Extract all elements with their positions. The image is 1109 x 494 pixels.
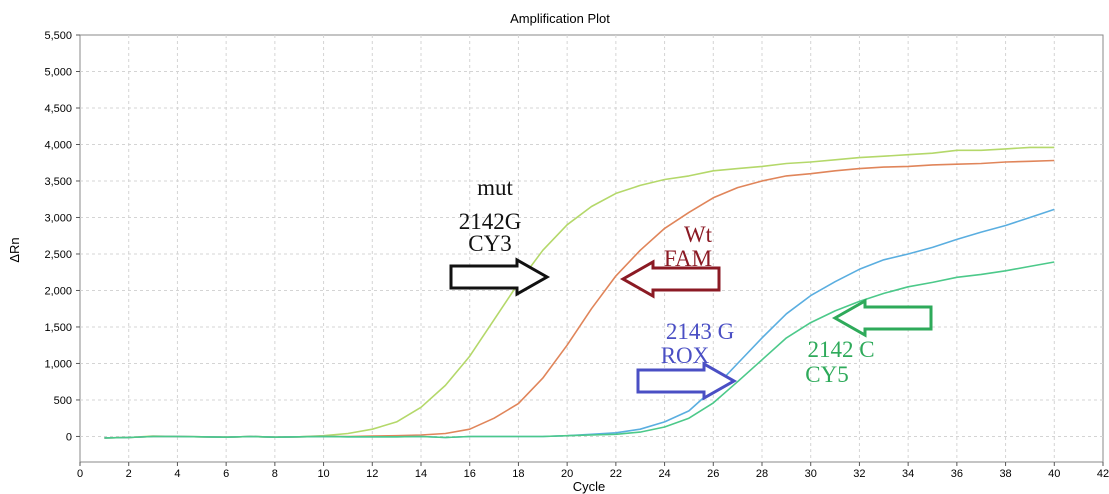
x-tick-label: 10: [317, 468, 329, 480]
annotation-arrow-icon: [636, 361, 738, 401]
x-tick-label: 16: [464, 468, 476, 480]
x-tick-label: 38: [999, 468, 1011, 480]
annotation-label: 2142G: [459, 209, 522, 234]
annotation-label: Wt: [684, 222, 713, 247]
chart-title: Amplification Plot: [510, 11, 610, 26]
x-axis-label: Cycle: [573, 479, 606, 494]
x-tick-label: 30: [805, 468, 817, 480]
y-tick-label: 3,000: [44, 212, 72, 224]
x-tick-label: 32: [853, 468, 865, 480]
annotation-label: 2143 G: [666, 319, 734, 344]
y-tick-label: 5,500: [44, 30, 72, 42]
x-tick-label: 24: [658, 468, 670, 480]
y-tick-label: 500: [54, 395, 72, 407]
y-tick-label: 4,000: [44, 139, 72, 151]
annotation-label: 2142 C: [807, 337, 874, 362]
x-tick-label: 22: [610, 468, 622, 480]
x-tick-label: 34: [902, 468, 914, 480]
annotation-arrow-icon: [831, 298, 933, 338]
x-tick-label: 8: [272, 468, 278, 480]
x-tick-label: 26: [707, 468, 719, 480]
x-tick-label: 40: [1048, 468, 1060, 480]
annotation-label: CY5: [805, 362, 848, 387]
x-tick-label: 0: [77, 468, 83, 480]
x-tick-label: 20: [561, 468, 573, 480]
x-tick-label: 4: [174, 468, 180, 480]
y-tick-label: 4,500: [44, 103, 72, 115]
y-tick-label: 5,000: [44, 66, 72, 78]
y-tick-label: 1,000: [44, 358, 72, 370]
annotation-label: mut: [477, 175, 513, 200]
x-tick-label: 12: [366, 468, 378, 480]
x-tick-label: 36: [951, 468, 963, 480]
annotation-label: ROX: [661, 343, 710, 368]
annotation-arrow-icon: [449, 257, 551, 297]
y-tick-label: 2,500: [44, 249, 72, 261]
y-tick-label: 2,000: [44, 285, 72, 297]
y-tick-label: 3,500: [44, 176, 72, 188]
annotation-arrow-icon: [619, 259, 721, 299]
y-tick-label: 1,500: [44, 322, 72, 334]
curve-line: [104, 261, 1055, 439]
amplification-curves: [104, 146, 1055, 439]
y-tick-label: 0: [66, 431, 72, 443]
x-tick-label: 2: [126, 468, 132, 480]
x-tick-label: 18: [512, 468, 524, 480]
x-tick-label: 42: [1097, 468, 1109, 480]
annotation-label: CY3: [468, 231, 511, 256]
plot-area: [79, 34, 1104, 463]
x-tick-label: 6: [223, 468, 229, 480]
x-tick-label: 14: [415, 468, 427, 480]
x-axis-ticks: 0 2 4 6 8 10 12 14 16 18 20 22 24 26 28 30 32 34 36 38 40 42: [77, 462, 1109, 480]
y-axis-label: ΔRn: [7, 237, 22, 262]
x-tick-label: 28: [756, 468, 768, 480]
y-axis-ticks: 0 500 1,000 1,500 2,000 2,500 3,000 3,500 4,000 4…: [44, 30, 80, 443]
grid-lines: [80, 35, 1103, 462]
